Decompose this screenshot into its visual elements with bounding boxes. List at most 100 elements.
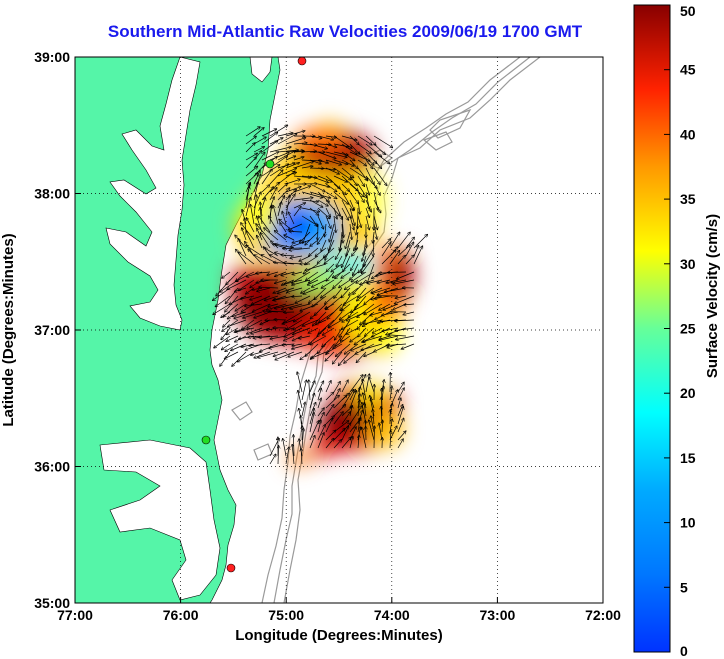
velocity-vector xyxy=(293,327,311,335)
velocity-vector xyxy=(225,343,239,351)
velocity-vector xyxy=(333,351,343,364)
velocity-vector xyxy=(277,134,297,145)
velocity-vector xyxy=(295,295,311,303)
velocity-vector xyxy=(284,263,303,264)
velocity-vector xyxy=(253,195,257,217)
velocity-vector xyxy=(317,151,336,159)
velocity-vector xyxy=(333,335,351,348)
velocity-vector xyxy=(269,152,289,161)
velocity-vector xyxy=(245,127,260,137)
velocity-vector xyxy=(317,199,328,206)
velocity-vector xyxy=(315,247,327,256)
velocity-vector xyxy=(325,136,337,138)
velocity-vector xyxy=(341,175,358,191)
velocity-vector xyxy=(339,279,351,288)
velocity-vector xyxy=(351,303,367,312)
velocity-vector xyxy=(361,343,383,350)
velocity-vector xyxy=(397,407,403,425)
velocity-vector xyxy=(357,151,374,165)
colorbar-tick-label: 5 xyxy=(680,579,688,595)
velocity-vector xyxy=(397,439,403,449)
velocity-vector xyxy=(227,279,247,289)
velocity-vector xyxy=(247,319,263,328)
velocity-vector xyxy=(335,335,343,346)
velocity-vector xyxy=(333,271,343,278)
velocity-vector xyxy=(395,320,415,321)
velocity-vector xyxy=(329,223,335,242)
velocity-vector xyxy=(397,398,401,409)
velocity-vector xyxy=(215,295,231,307)
velocity-vector xyxy=(373,191,378,210)
chesapeake-bay xyxy=(105,57,201,331)
velocity-vector xyxy=(382,420,383,433)
velocity-vector xyxy=(277,168,296,177)
velocity-vector xyxy=(264,228,279,241)
velocity-vector xyxy=(325,215,331,228)
velocity-vector xyxy=(309,380,310,401)
velocity-vector xyxy=(213,287,231,300)
velocity-vector xyxy=(308,327,319,333)
velocity-vector xyxy=(277,133,293,137)
velocity-vector xyxy=(268,303,279,307)
velocity-vector xyxy=(316,319,327,325)
velocity-vector xyxy=(363,247,375,267)
velocity-vector xyxy=(379,335,399,340)
velocity-vector xyxy=(383,303,399,310)
velocity-vector xyxy=(261,129,277,137)
velocity-vector xyxy=(357,199,360,214)
velocity-vector xyxy=(245,153,257,161)
velocity-vector xyxy=(255,255,271,265)
velocity-vector xyxy=(269,125,288,137)
velocity-vector xyxy=(238,279,255,291)
velocity-vector xyxy=(287,319,303,329)
velocity-vector xyxy=(374,426,375,449)
velocity-vector xyxy=(341,271,351,278)
velocity-vector xyxy=(325,167,339,174)
velocity-vector xyxy=(324,255,335,264)
velocity-vector xyxy=(269,170,283,185)
velocity-vector xyxy=(235,287,247,292)
velocity-vector xyxy=(321,279,335,288)
velocity-vector xyxy=(301,166,313,168)
velocity-vector xyxy=(341,151,355,161)
lat-tick-label: 39:00 xyxy=(34,49,70,65)
velocity-vector xyxy=(349,183,364,197)
velocity-vector xyxy=(261,141,278,153)
velocity-vector xyxy=(325,191,337,199)
velocity-vector xyxy=(341,412,350,425)
velocity-vector xyxy=(282,319,295,324)
velocity-vector xyxy=(317,433,324,449)
velocity-vector xyxy=(341,319,359,329)
velocity-vector xyxy=(357,183,367,198)
velocity-vector xyxy=(341,167,354,178)
velocity-vector xyxy=(284,327,295,330)
velocity-vector xyxy=(364,303,383,315)
velocity-vector xyxy=(261,133,278,145)
lat-tick-label: 38:00 xyxy=(34,186,70,202)
lon-tick-label: 75:00 xyxy=(268,607,304,623)
velocity-vector xyxy=(357,143,371,153)
velocity-vector xyxy=(333,191,348,204)
velocity-vector xyxy=(309,271,327,283)
velocity-vector xyxy=(303,287,319,294)
velocity-vector xyxy=(309,413,314,433)
colorbar-tick-label: 35 xyxy=(680,191,696,207)
velocity-vector xyxy=(381,250,396,265)
velocity-vector xyxy=(284,279,303,284)
velocity-vector xyxy=(301,402,305,417)
velocity-vector xyxy=(357,167,368,181)
velocity-vector xyxy=(234,311,255,319)
velocity-vector xyxy=(310,311,319,319)
velocity-vector xyxy=(258,351,279,358)
station-hatteras-marker xyxy=(226,563,236,573)
velocity-vector xyxy=(397,382,404,393)
velocity-vector xyxy=(292,239,303,243)
velocity-vector xyxy=(285,163,299,169)
velocity-vector xyxy=(281,255,295,256)
velocity-vector xyxy=(274,320,287,321)
velocity-vector xyxy=(395,295,415,304)
velocity-vector xyxy=(260,319,271,325)
velocity-vector xyxy=(261,169,272,185)
velocity-vector xyxy=(261,198,265,209)
